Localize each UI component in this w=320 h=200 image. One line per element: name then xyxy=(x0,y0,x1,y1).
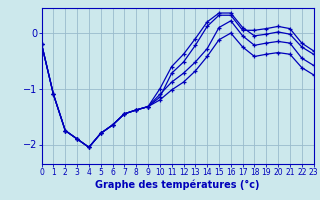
X-axis label: Graphe des températures (°c): Graphe des températures (°c) xyxy=(95,180,260,190)
